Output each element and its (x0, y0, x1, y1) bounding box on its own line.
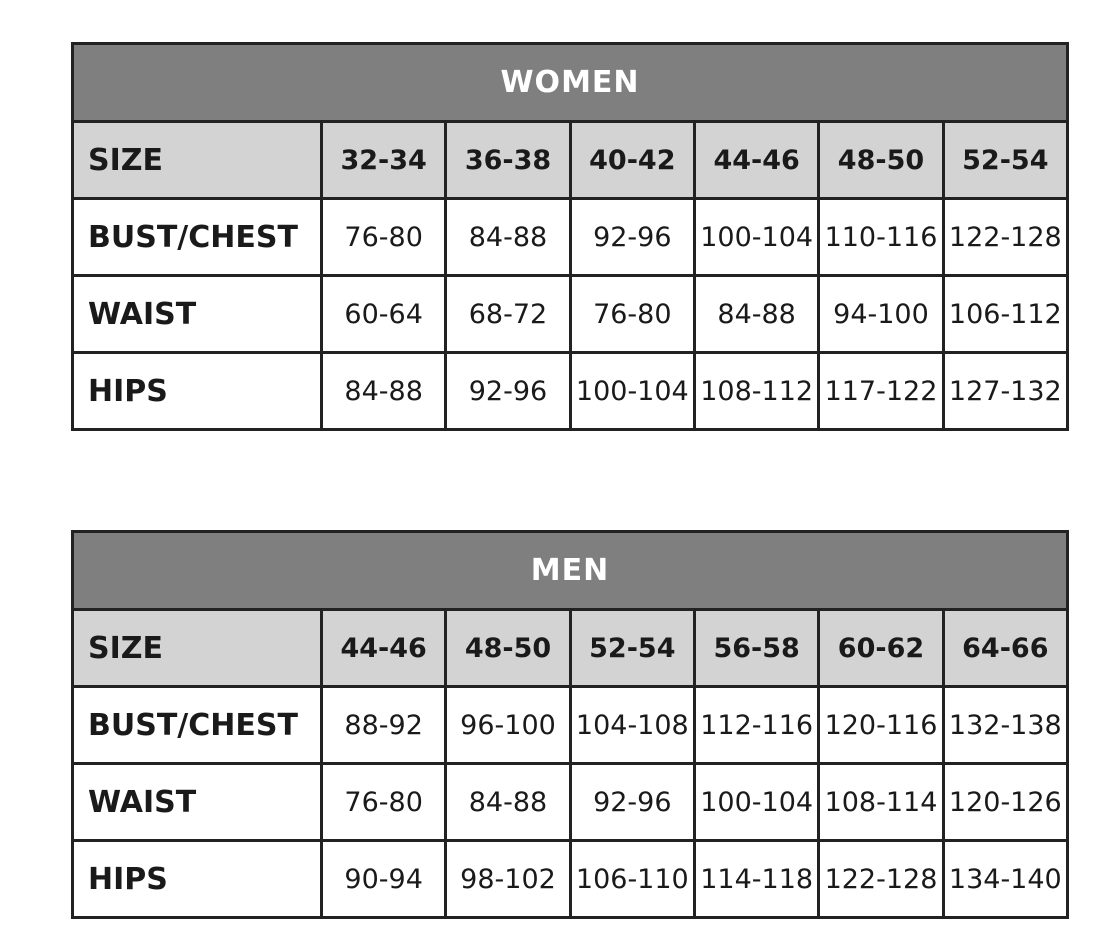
measurement-cell: 96-100 (444, 685, 572, 765)
table-row: WAIST 60-64 68-72 76-80 84-88 94-100 106-112 (71, 274, 1070, 354)
title-row: MEN (71, 530, 1069, 611)
size-header-cell: 60-62 (817, 608, 945, 688)
size-header-cell: 48-50 (817, 120, 945, 200)
table-row: WAIST 76-80 84-88 92-96 100-104 108-114 120-12… (71, 762, 1070, 842)
measurement-cell: 110-116 (817, 197, 945, 277)
measurement-cell: 132-138 (941, 685, 1070, 765)
size-header-cell: 52-54 (568, 608, 696, 688)
measurement-cell: 92-96 (568, 197, 696, 277)
measurement-cell: 100-104 (692, 197, 821, 277)
measurement-cell: 122-128 (941, 197, 1070, 277)
row-label: BUST/CHEST (71, 197, 323, 277)
measurement-cell: 112-116 (692, 685, 821, 765)
size-header-cell: 52-54 (941, 120, 1070, 200)
row-label: WAIST (71, 762, 323, 842)
measurement-cell: 120-116 (817, 685, 945, 765)
size-header-cell: 40-42 (568, 120, 696, 200)
measurement-cell: 106-112 (941, 274, 1070, 354)
table-row: BUST/CHEST 88-92 96-100 104-108 112-116 120-1… (71, 685, 1070, 765)
measurement-cell: 108-112 (692, 351, 821, 431)
size-header-cell: 44-46 (319, 608, 448, 688)
row-label: HIPS (71, 839, 323, 919)
table-row: HIPS 84-88 92-96 100-104 108-112 117-122 127-1… (71, 351, 1070, 431)
measurement-cell: 60-64 (319, 274, 448, 354)
title-row: WOMEN (71, 42, 1069, 123)
row-label: WAIST (71, 274, 323, 354)
measurement-cell: 100-104 (568, 351, 696, 431)
size-header-cell: 36-38 (444, 120, 572, 200)
measurement-cell: 98-102 (444, 839, 572, 919)
measurement-cell: 84-88 (444, 197, 572, 277)
measurement-cell: 92-96 (444, 351, 572, 431)
measurement-cell: 104-108 (568, 685, 696, 765)
measurement-cell: 114-118 (692, 839, 821, 919)
women-size-table: WOMEN SIZE 32-34 36-38 40-42 44-46 48-50 52-54 B… (71, 42, 1070, 431)
size-header-row: SIZE 32-34 36-38 40-42 44-46 48-50 52-54 (71, 120, 1070, 200)
size-header-cell: 32-34 (319, 120, 448, 200)
size-header-cell: 64-66 (941, 608, 1070, 688)
measurement-cell: 117-122 (817, 351, 945, 431)
measurement-cell: 88-92 (319, 685, 448, 765)
measurement-cell: 92-96 (568, 762, 696, 842)
measurement-cell: 120-126 (941, 762, 1070, 842)
size-header-cell: 56-58 (692, 608, 821, 688)
row-label: BUST/CHEST (71, 685, 323, 765)
table-title: WOMEN (71, 42, 1069, 123)
row-label: HIPS (71, 351, 323, 431)
measurement-cell: 90-94 (319, 839, 448, 919)
measurement-cell: 84-88 (319, 351, 448, 431)
measurement-cell: 94-100 (817, 274, 945, 354)
size-label: SIZE (71, 120, 323, 200)
measurement-cell: 127-132 (941, 351, 1070, 431)
size-header-row: SIZE 44-46 48-50 52-54 56-58 60-62 64-66 (71, 608, 1070, 688)
men-size-table: MEN SIZE 44-46 48-50 52-54 56-58 60-62 64-66 BUS… (71, 530, 1070, 919)
table-row: BUST/CHEST 76-80 84-88 92-96 100-104 110-116 1… (71, 197, 1070, 277)
measurement-cell: 134-140 (941, 839, 1070, 919)
measurement-cell: 76-80 (319, 197, 448, 277)
measurement-cell: 122-128 (817, 839, 945, 919)
measurement-cell: 76-80 (568, 274, 696, 354)
table-title: MEN (71, 530, 1069, 611)
size-header-cell: 44-46 (692, 120, 821, 200)
measurement-cell: 84-88 (444, 762, 572, 842)
table-row: HIPS 90-94 98-102 106-110 114-118 122-128 134-… (71, 839, 1070, 919)
measurement-cell: 106-110 (568, 839, 696, 919)
size-header-cell: 48-50 (444, 608, 572, 688)
measurement-cell: 100-104 (692, 762, 821, 842)
size-label: SIZE (71, 608, 323, 688)
measurement-cell: 68-72 (444, 274, 572, 354)
measurement-cell: 76-80 (319, 762, 448, 842)
measurement-cell: 108-114 (817, 762, 945, 842)
measurement-cell: 84-88 (692, 274, 821, 354)
